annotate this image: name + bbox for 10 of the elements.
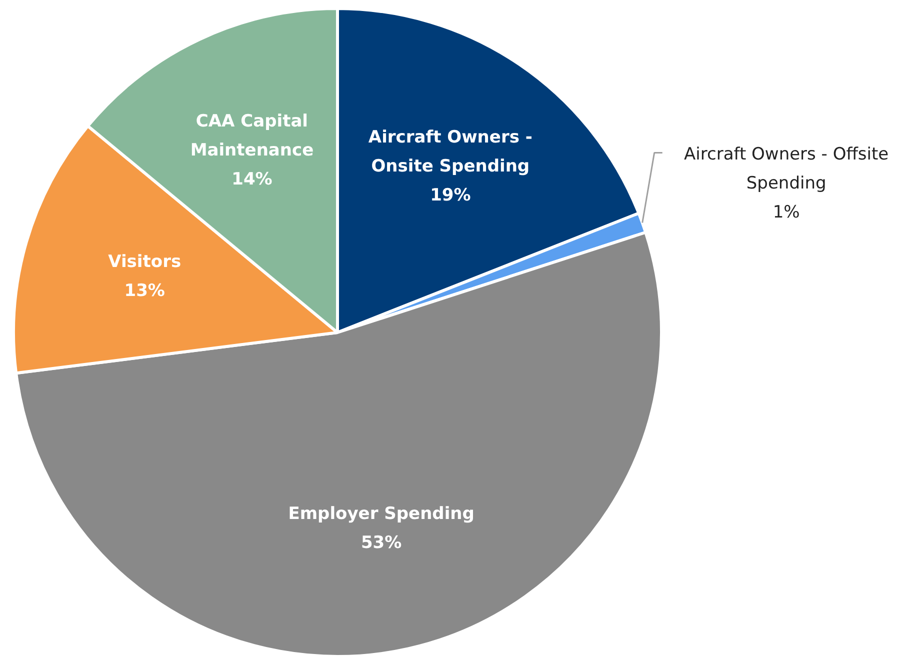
data-label: 1% — [772, 202, 800, 223]
data-label: 19% — [430, 185, 471, 206]
data-label: 13% — [124, 280, 165, 301]
slice-label: Visitors — [108, 252, 182, 272]
data-label: 53% — [360, 533, 402, 554]
data-label: 14% — [232, 170, 272, 190]
slice-label: CAA Capital Maintenance — [190, 112, 314, 161]
slice-label: Aircraft Owners - Offsite Spending — [684, 144, 889, 194]
slice-label: Aircraft Owners - Onsite Spending — [368, 127, 532, 176]
slice-label: Employer Spending — [288, 504, 474, 524]
